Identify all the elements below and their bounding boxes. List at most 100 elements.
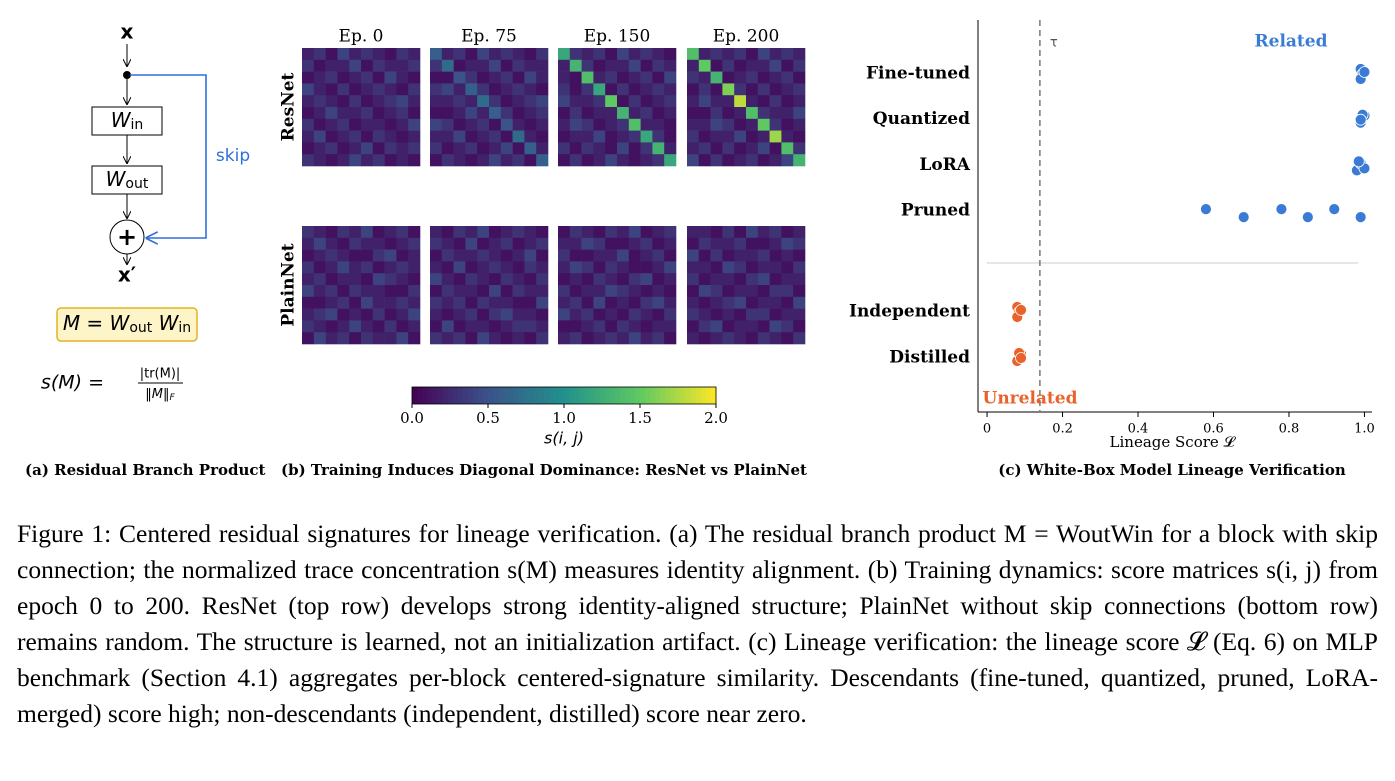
heatmap-cell xyxy=(477,273,490,286)
heatmap-cell xyxy=(325,59,338,72)
heatmap-cell xyxy=(313,59,326,72)
heatmap-cell xyxy=(687,226,700,239)
heatmap-cell xyxy=(489,296,502,309)
heatmap-cell xyxy=(581,142,594,155)
heatmap-cell xyxy=(430,154,443,167)
heatmap-cell xyxy=(628,142,641,155)
heatmap-cell xyxy=(593,226,606,239)
heatmap-cell xyxy=(465,107,478,120)
heatmap-cell xyxy=(710,130,723,143)
heatmap-cell xyxy=(453,296,466,309)
heatmap-cell xyxy=(430,71,443,84)
heatmap-cell xyxy=(652,48,665,61)
heatmap-cell xyxy=(558,226,571,239)
heatmap-cell xyxy=(302,71,315,84)
heatmap-cell xyxy=(746,118,759,131)
heatmap-cell xyxy=(781,130,794,143)
heatmap-cell xyxy=(396,296,409,309)
heatmap-cell xyxy=(652,83,665,96)
heatmap-cell xyxy=(396,83,409,96)
colorbar-segment xyxy=(508,387,514,404)
heatmap-cell xyxy=(769,71,782,84)
heatmap-cell xyxy=(536,95,549,108)
heatmap-cell xyxy=(302,237,315,250)
heatmap-cell xyxy=(384,320,397,333)
heatmap-cell xyxy=(337,308,350,321)
colorbar-segment xyxy=(710,387,717,404)
heatmap-cell xyxy=(769,107,782,120)
heatmap-cell xyxy=(384,107,397,120)
heatmap-cell xyxy=(465,95,478,108)
heatmap-cell xyxy=(640,273,653,286)
heatmap-cell xyxy=(536,296,549,309)
heatmap-cell xyxy=(640,261,653,274)
heatmap-cell xyxy=(361,273,374,286)
heatmap-cell xyxy=(769,130,782,143)
row-title: PlainNet xyxy=(279,243,299,326)
heatmap-cell xyxy=(722,154,735,167)
heatmap-cell xyxy=(781,320,794,333)
colorbar-segment xyxy=(584,387,590,404)
heatmap-cell xyxy=(384,130,397,143)
heatmap-cell xyxy=(477,83,490,96)
heatmap-cell xyxy=(477,285,490,298)
heatmap-cell xyxy=(349,226,362,239)
heatmap-cell xyxy=(500,296,513,309)
heatmap-cell xyxy=(558,285,571,298)
heatmap-cell xyxy=(722,107,735,120)
heatmap-cell xyxy=(746,48,759,61)
heatmap-cell xyxy=(687,48,700,61)
heatmap-cell xyxy=(652,261,665,274)
heatmap-cell xyxy=(441,83,454,96)
colorbar-segment xyxy=(477,387,484,404)
heatmap-cell xyxy=(617,237,630,250)
heatmap-cell xyxy=(569,95,582,108)
block-label: Win xyxy=(111,108,144,134)
heatmap-cell xyxy=(664,226,677,239)
heatmap-cell xyxy=(325,332,338,345)
heatmap-cell xyxy=(605,285,618,298)
text-part: M = W xyxy=(63,311,131,335)
heatmap-cell xyxy=(687,332,700,345)
heatmap-cell xyxy=(628,48,641,61)
panel-a xyxy=(56,44,207,342)
heatmap-cell xyxy=(793,226,806,239)
heatmap-cell xyxy=(640,154,653,167)
heatmap-cell xyxy=(396,237,409,250)
heatmap-cell xyxy=(441,249,454,262)
heatmap-cell xyxy=(500,59,513,72)
heatmap-cell xyxy=(512,285,525,298)
heatmap-cell xyxy=(746,261,759,274)
heatmap-cell xyxy=(384,154,397,167)
heatmap-cell xyxy=(396,107,409,120)
heatmap-cell xyxy=(512,226,525,239)
heatmap-cell xyxy=(325,249,338,262)
colorbar-segment xyxy=(624,387,631,404)
colorbar-tick-label: 2.0 xyxy=(704,409,728,427)
heatmap-cell xyxy=(687,296,700,309)
colorbar-segment xyxy=(640,387,646,404)
heatmap-cell xyxy=(337,261,350,274)
heatmap-cell xyxy=(605,107,618,120)
heatmap-cell xyxy=(441,320,454,333)
heatmap-cell xyxy=(581,95,594,108)
heatmap-cell xyxy=(500,320,513,333)
data-point xyxy=(1015,304,1027,316)
heatmap-cell xyxy=(722,226,735,239)
heatmap-cell xyxy=(734,296,747,309)
heatmap-cell xyxy=(430,130,443,143)
heatmap-cell xyxy=(524,237,537,250)
heatmap-cell xyxy=(384,296,397,309)
heatmap-cell xyxy=(430,107,443,120)
heatmap-cell xyxy=(453,130,466,143)
heatmap-cell xyxy=(302,154,315,167)
heatmap-cell xyxy=(361,118,374,131)
heatmap-cell xyxy=(453,320,466,333)
heatmap-cell xyxy=(361,154,374,167)
heatmap-cell xyxy=(558,118,571,131)
heatmap-cell xyxy=(757,118,770,131)
heatmap-cell xyxy=(453,308,466,321)
heatmap-cell xyxy=(781,107,794,120)
row-title: ResNet xyxy=(279,72,299,141)
heatmap-cell xyxy=(536,237,549,250)
